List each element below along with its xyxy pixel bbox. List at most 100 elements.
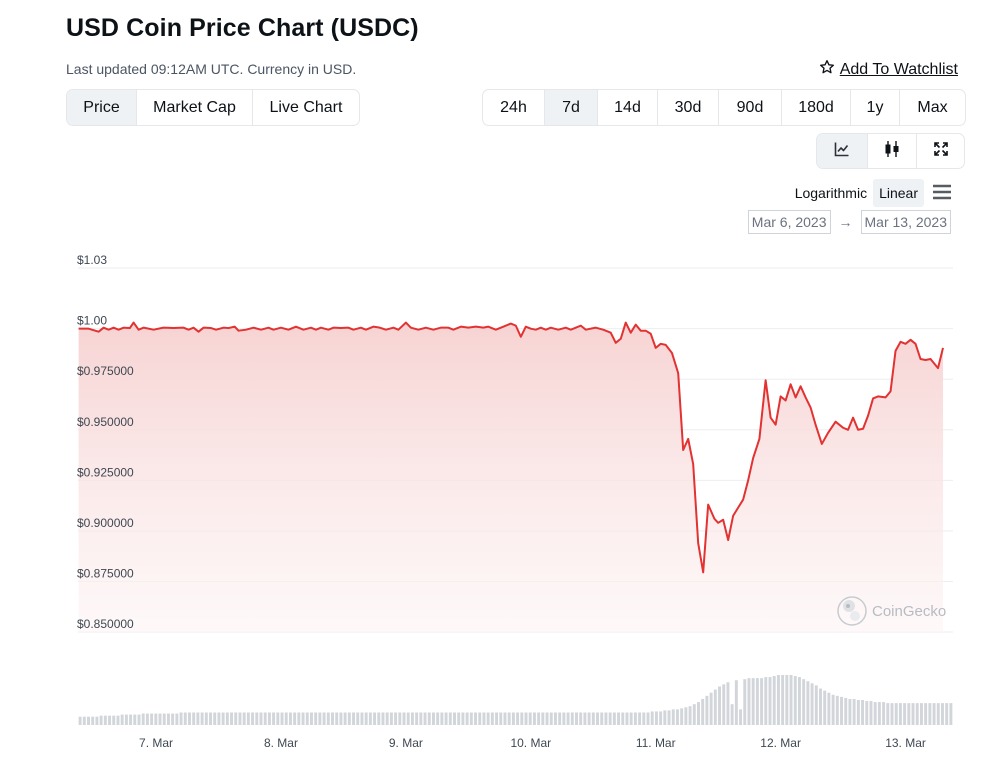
y-tick-label: $0.925000 [77,465,134,479]
volume-bar [406,712,410,725]
volume-bar [861,700,865,725]
volume-bar [301,712,305,725]
volume-bar [259,712,263,725]
volume-bar [175,713,179,725]
volume-bar [633,712,637,725]
volume-bar [137,714,141,725]
candlestick-icon [884,140,900,163]
line-view-button[interactable] [817,134,868,168]
volume-bar [507,712,511,725]
volume-bar [78,716,82,725]
volume-bar [154,713,158,725]
range-30d[interactable]: 30d [658,90,719,125]
range-90d[interactable]: 90d [719,90,782,125]
volume-bar [280,712,284,725]
y-tick-label: $0.875000 [77,566,134,580]
x-tick-label: 11. Mar [636,736,676,750]
volume-bar [659,711,663,725]
volume-bar [886,703,890,726]
volume-bar [234,712,238,725]
volume-bar [499,712,503,725]
hamburger-menu-icon[interactable] [932,184,952,203]
volume-bar [827,692,831,725]
volume-bar [537,712,541,725]
range-24h[interactable]: 24h [483,90,545,125]
price-chart[interactable]: $1.03 $1.00 $0.975000 $0.950000 $0.925000 $0.… [0,240,1000,757]
range-1y[interactable]: 1y [851,90,900,125]
volume-bar [377,712,381,725]
x-tick-label: 10. Mar [510,736,551,750]
volume-bar [305,712,309,725]
volume-bar [352,712,356,725]
volume-bar [654,711,658,725]
volume-bar [638,712,642,725]
tab-live-chart[interactable]: Live Chart [269,98,343,116]
volume-bar [869,701,873,725]
date-to-input[interactable]: Mar 13, 2023 [860,210,951,234]
volume-bar [919,703,923,726]
volume-bar [461,712,465,725]
volume-bar [465,712,469,725]
date-from-input[interactable]: Mar 6, 2023 [747,210,831,234]
volume-bar [802,679,806,725]
volume-bar [263,712,267,725]
volume-bar [558,712,562,725]
volume-bar [587,712,591,725]
view-mode-tabs [816,133,965,169]
volume-bar [297,712,301,725]
volume-bar [478,712,482,725]
scale-linear[interactable]: Linear [873,179,924,207]
volume-bar [524,712,528,725]
volume-bar [785,675,789,725]
volume-bar [797,677,801,725]
range-max[interactable]: Max [917,98,948,116]
volume-bar [877,702,881,725]
volume-bar [806,681,810,725]
volume-bar [705,695,709,725]
volume-bar [356,712,360,725]
volume-bar [394,712,398,725]
volume-bar [591,712,595,725]
volume-bar [760,678,764,726]
volume-bar [520,712,524,725]
tab-market-cap[interactable]: Market Cap [137,90,253,125]
volume-bar [255,712,259,725]
volume-bar [562,712,566,725]
volume-bar [764,677,768,725]
volume-bar [150,713,154,725]
volume-bar [448,712,452,725]
range-180d[interactable]: 180d [782,90,851,125]
volume-bar [495,712,499,725]
volume-bar [87,716,90,725]
date-range-arrow: → [838,214,853,230]
volume-bar [192,712,196,725]
volume-bar [781,675,785,725]
tab-price[interactable]: Price [67,90,137,125]
volume-bar [646,712,650,725]
volume-bar [579,712,583,725]
volume-bar [288,712,292,725]
volume-bar [545,712,549,725]
volume-bar [667,710,671,725]
volume-bar [389,712,393,725]
volume-bar [734,680,738,725]
volume-bar [898,703,902,726]
range-14d[interactable]: 14d [598,90,658,125]
volume-bar [596,712,599,725]
volume-bar [230,712,234,725]
volume-bar [112,715,116,726]
x-tick-label: 13. Mar [885,736,926,750]
candlestick-view-button[interactable] [868,134,917,168]
add-to-watchlist-link[interactable]: Add To Watchlist [819,59,958,80]
volume-bar [688,706,692,725]
range-7d[interactable]: 7d [545,90,598,125]
volume-bar [103,715,107,726]
volume-bar [95,716,99,725]
volume-bar [566,712,570,725]
volume-bar [343,712,347,725]
volume-bar [680,708,684,725]
volume-bar [171,713,175,725]
scale-logarithmic[interactable]: Logarithmic [794,185,868,201]
fullscreen-button[interactable] [917,134,964,168]
volume-bar [768,677,772,725]
